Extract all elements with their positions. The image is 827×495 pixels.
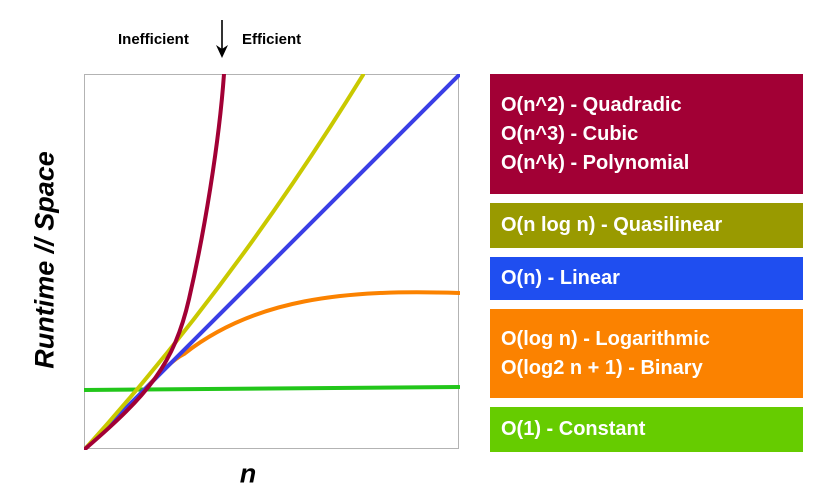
down-arrow-icon — [216, 20, 228, 58]
polynomial-curve — [84, 74, 226, 450]
legend-linear: O(n) - Linear — [490, 257, 803, 300]
legend-constant-line-1: O(1) - Constant — [501, 418, 646, 440]
legend-logarithmic-line-2: O(log2 n + 1) - Binary — [501, 356, 703, 379]
efficient-label: Efficient — [242, 31, 302, 48]
legend-polynomial: O(n^2) - Quadradic O(n^3) - Cubic O(n^k)… — [490, 74, 803, 194]
legend-polynomial-line-3: O(n^k) - Polynomial — [501, 151, 690, 174]
inefficient-label: Inefficient — [118, 31, 189, 48]
quasilinear-curve — [84, 74, 365, 450]
legend-polynomial-line-2: O(n^3) - Cubic — [501, 122, 639, 145]
complexity-plot — [84, 74, 460, 450]
legend-polynomial-line-1: O(n^2) - Quadradic — [501, 93, 682, 116]
legend-logarithmic: O(log n) - Logarithmic O(log2 n + 1) - B… — [490, 309, 803, 398]
legend-logarithmic-line-1: O(log n) - Logarithmic — [501, 327, 710, 350]
x-axis-label: n — [239, 458, 257, 489]
legend-quasilinear: O(n log n) - Quasilinear — [490, 203, 803, 248]
legend-linear-line-1: O(n) - Linear — [501, 267, 620, 289]
y-axis-label: Runtime // Space — [29, 151, 60, 369]
legend-constant: O(1) - Constant — [490, 407, 803, 452]
legend-quasilinear-line-1: O(n log n) - Quasilinear — [501, 214, 723, 236]
